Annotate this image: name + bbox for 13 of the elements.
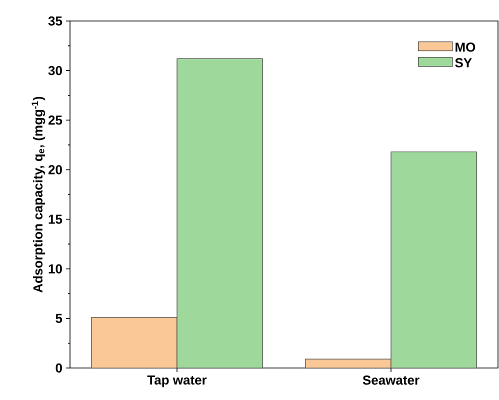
y-tick-label: 25 [48, 116, 62, 125]
legend-label: SY [455, 58, 472, 68]
y-tick-label: 15 [48, 214, 62, 224]
x-tick-label: Tap water [147, 376, 207, 388]
y-tick-label: 30 [48, 66, 62, 76]
y-tick-label: 5 [56, 314, 62, 323]
y-tick-label: 10 [48, 264, 62, 274]
y-tick-label: 0 [56, 363, 62, 373]
y-axis-title: Adsorption capacity, q$_{e}$, (mgg$^{-1}$) [32, 96, 46, 292]
legend-label: MO [456, 42, 476, 52]
y-tick-label: 20 [48, 165, 62, 174]
x-tick-label: Seawater [362, 376, 420, 385]
y-tick-label: 35 [48, 16, 62, 26]
